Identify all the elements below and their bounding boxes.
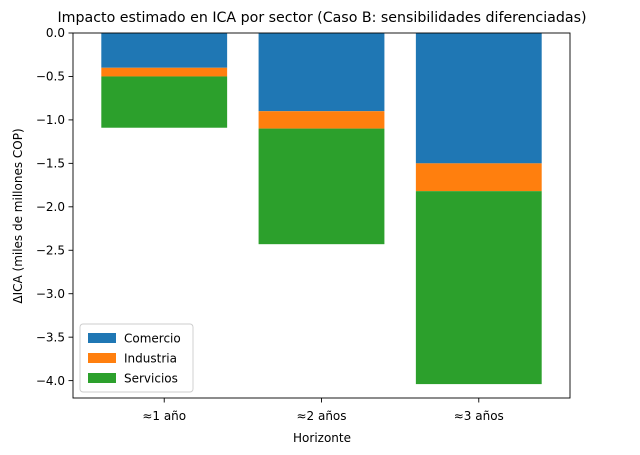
legend-label-servicios: Servicios <box>124 372 178 386</box>
y-tick-label: −1.0 <box>36 113 65 127</box>
y-tick-label: −2.0 <box>36 200 65 214</box>
legend-swatch-comercio <box>88 333 116 343</box>
legend-swatch-industria <box>88 353 116 363</box>
legend: Comercio Industria Servicios <box>79 323 194 393</box>
x-axis-label: Horizonte <box>293 431 351 445</box>
y-tick-label: −3.5 <box>36 330 65 344</box>
y-axis-label: ΔICA (miles de millones COP) <box>11 128 25 303</box>
x-tick-label: ≈2 años <box>296 409 346 423</box>
bars-layer <box>101 33 542 385</box>
bar-servicios-2 <box>258 128 385 245</box>
x-axis: ≈1 año ≈2 años ≈3 años <box>142 398 504 423</box>
bar-industria-3 <box>415 163 542 192</box>
y-tick-label: −1.5 <box>36 157 65 171</box>
bar-industria-2 <box>258 111 385 129</box>
y-tick-label: −2.5 <box>36 243 65 257</box>
bar-comercio-3 <box>415 33 542 164</box>
y-tick-label: −4.0 <box>36 374 65 388</box>
y-tick-label: 0.0 <box>46 26 65 40</box>
x-tick-label: ≈3 años <box>454 409 504 423</box>
bar-comercio-1 <box>101 33 228 68</box>
legend-swatch-servicios <box>88 373 116 383</box>
x-tick-label: ≈1 año <box>142 409 186 423</box>
chart-title: Impacto estimado en ICA por sector (Caso… <box>58 10 587 26</box>
legend-label-comercio: Comercio <box>124 332 181 346</box>
bar-servicios-1 <box>101 76 228 128</box>
bar-comercio-2 <box>258 33 385 112</box>
bar-servicios-3 <box>415 191 542 385</box>
y-tick-label: −3.0 <box>36 287 65 301</box>
y-tick-label: −0.5 <box>36 70 65 84</box>
y-axis: 0.0 −0.5 −1.0 −1.5 −2.0 −2.5 −3.0 −3.5 −4.0 <box>36 26 73 388</box>
legend-label-industria: Industria <box>124 352 177 366</box>
bar-industria-1 <box>101 67 228 77</box>
